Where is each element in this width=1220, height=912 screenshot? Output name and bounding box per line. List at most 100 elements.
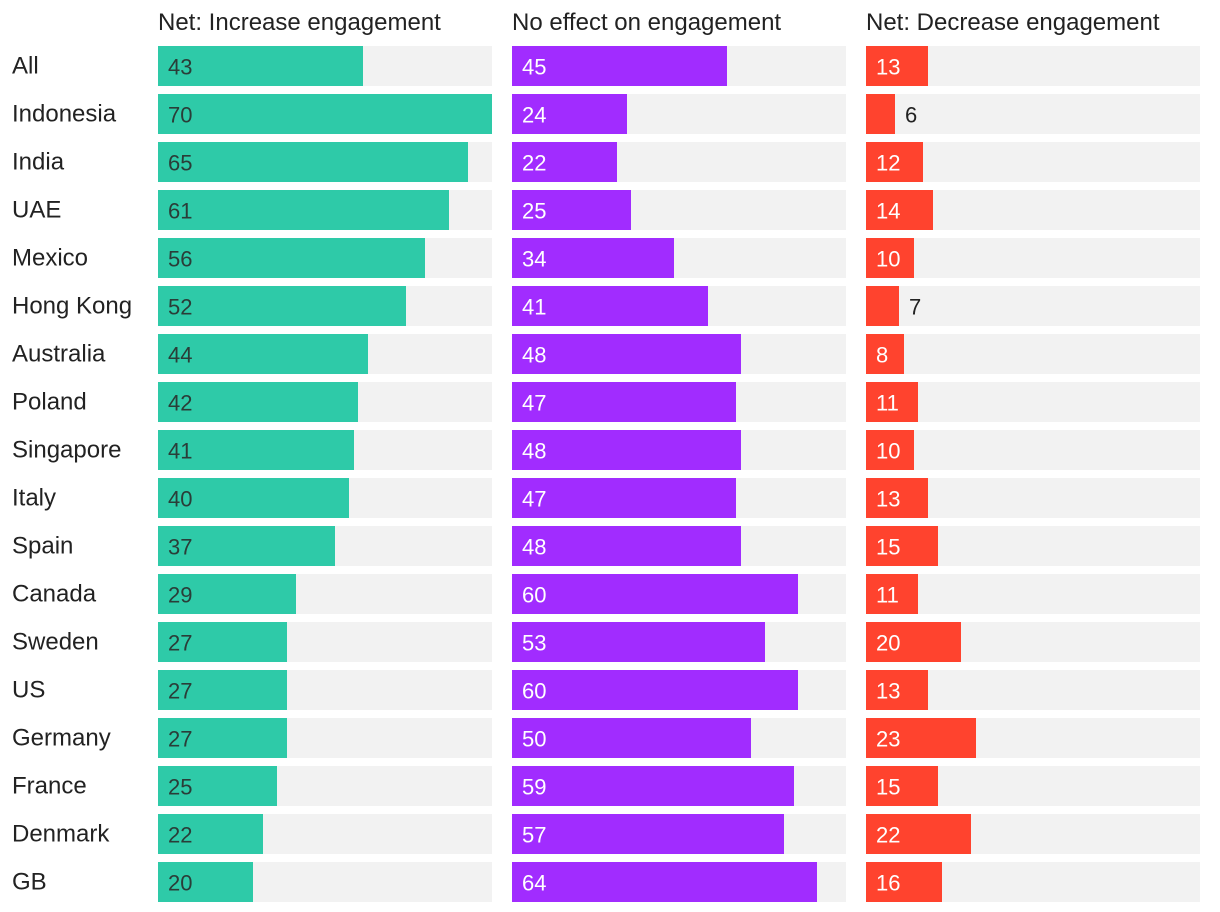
data-label: 60	[522, 583, 546, 608]
data-label: 48	[522, 343, 546, 368]
bar	[512, 670, 798, 710]
data-label: 15	[876, 775, 900, 800]
data-label: 25	[168, 775, 192, 800]
bar-track	[866, 430, 1200, 470]
category-label: Hong Kong	[12, 293, 132, 320]
data-label: 8	[876, 343, 888, 368]
category-label: Australia	[12, 341, 106, 368]
bar	[158, 862, 253, 902]
bar	[512, 478, 736, 518]
bar	[866, 622, 961, 662]
bar	[512, 574, 798, 614]
bar	[158, 382, 358, 422]
category-label: Indonesia	[12, 101, 117, 128]
bar	[512, 46, 727, 86]
category-label: Mexico	[12, 245, 88, 272]
data-label: 57	[522, 823, 546, 848]
data-label: 70	[168, 103, 192, 128]
category-label: Poland	[12, 389, 87, 416]
bar	[866, 718, 976, 758]
category-label: GB	[12, 869, 47, 896]
data-label: 12	[876, 151, 900, 176]
data-label: 14	[876, 199, 900, 224]
data-label: 27	[168, 631, 192, 656]
data-label: 22	[876, 823, 900, 848]
bar	[866, 238, 914, 278]
data-label: 23	[876, 727, 900, 752]
bar	[512, 238, 674, 278]
data-label: 41	[168, 439, 192, 464]
data-label: 11	[876, 583, 899, 608]
bar	[158, 814, 263, 854]
data-label: 64	[522, 871, 546, 896]
bar	[512, 430, 741, 470]
data-label: 45	[522, 55, 546, 80]
data-label: 27	[168, 727, 192, 752]
series-header-0: Net: Increase engagement	[158, 9, 441, 36]
bar	[866, 574, 918, 614]
bar	[158, 574, 296, 614]
data-label: 65	[168, 151, 192, 176]
bar	[512, 862, 817, 902]
category-label: India	[12, 149, 65, 176]
data-label: 25	[522, 199, 546, 224]
bar	[158, 190, 449, 230]
bar	[512, 382, 736, 422]
bar	[512, 286, 708, 326]
series-header-2: Net: Decrease engagement	[866, 9, 1160, 36]
data-label: 48	[522, 439, 546, 464]
data-label: 10	[876, 247, 900, 272]
category-label: Denmark	[12, 821, 110, 848]
bar	[866, 382, 918, 422]
bar	[866, 142, 923, 182]
data-label: 34	[522, 247, 546, 272]
bar-track	[866, 574, 1200, 614]
data-label: 6	[905, 103, 917, 128]
data-label: 47	[522, 487, 546, 512]
bar-track	[866, 286, 1200, 326]
data-label: 22	[168, 823, 192, 848]
data-label: 37	[168, 535, 192, 560]
bar	[866, 766, 938, 806]
bar	[866, 46, 928, 86]
bar-track	[866, 382, 1200, 422]
bar	[866, 430, 914, 470]
bar	[866, 334, 904, 374]
data-label: 60	[522, 679, 546, 704]
bar	[158, 670, 287, 710]
bar	[158, 430, 354, 470]
bar	[158, 526, 335, 566]
data-label: 42	[168, 391, 192, 416]
data-label: 20	[168, 871, 192, 896]
bar	[158, 718, 287, 758]
data-label: 13	[876, 679, 900, 704]
bar	[512, 814, 784, 854]
data-label: 53	[522, 631, 546, 656]
bar	[158, 766, 277, 806]
bar	[512, 622, 765, 662]
bar-track	[866, 334, 1200, 374]
data-label: 16	[876, 871, 900, 896]
bar	[866, 862, 942, 902]
bar	[866, 286, 899, 326]
category-label: UAE	[12, 197, 61, 224]
bar	[512, 766, 794, 806]
data-label: 56	[168, 247, 192, 272]
panel-1: 45 24 22 25 34 41 48 47 48 47 48 60 53 60 50 59 57 64	[512, 46, 846, 902]
data-label: 7	[909, 295, 921, 320]
bar-track	[866, 94, 1200, 134]
data-label: 10	[876, 439, 900, 464]
data-label: 61	[168, 199, 192, 224]
bar	[866, 190, 933, 230]
bar	[512, 526, 741, 566]
data-label: 13	[876, 487, 900, 512]
bar	[866, 814, 971, 854]
data-label: 22	[522, 151, 546, 176]
category-label: Italy	[12, 485, 56, 512]
category-label: All	[12, 53, 39, 80]
category-label: Canada	[12, 581, 97, 608]
bar	[158, 238, 425, 278]
bar	[512, 190, 631, 230]
